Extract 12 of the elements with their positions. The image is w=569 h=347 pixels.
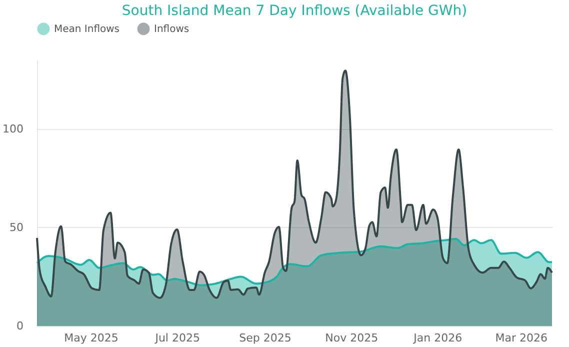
x-tick-label: Mar 2026: [495, 332, 548, 344]
y-tick-label: 50: [10, 220, 24, 234]
x-tick-label: Nov 2025: [325, 332, 378, 344]
x-tick-label: Sep 2025: [239, 332, 292, 344]
legend-label: Mean Inflows: [54, 24, 120, 35]
y-tick-label: 100: [2, 122, 24, 136]
x-tick-label: Jan 2026: [412, 332, 462, 344]
x-tick-label: May 2025: [64, 332, 118, 344]
y-tick-label: 0: [16, 320, 24, 332]
legend-label: Inflows: [154, 24, 190, 35]
chart-title: South Island Mean 7 Day Inflows (Available GWh): [122, 3, 468, 19]
x-tick-label: Jul 2025: [154, 332, 200, 344]
